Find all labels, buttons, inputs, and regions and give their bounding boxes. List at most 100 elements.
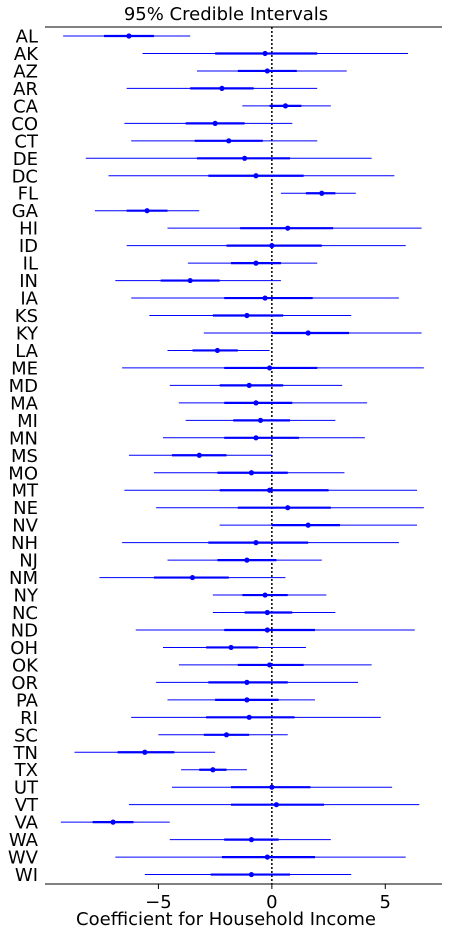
y-tick-label: ND: [11, 620, 38, 641]
median-point: [246, 714, 252, 720]
y-tick-label: IL: [23, 254, 38, 275]
median-point: [266, 487, 273, 493]
median-point: [248, 871, 255, 878]
x-tick-label: −5: [145, 892, 172, 913]
median-point: [305, 330, 311, 336]
y-tick-label: KY: [16, 323, 39, 344]
y-tick-label: MA: [10, 393, 39, 414]
y-tick-label: AL: [16, 27, 38, 48]
median-point: [273, 802, 279, 808]
median-point: [210, 767, 216, 773]
median-point: [269, 243, 275, 249]
median-point: [262, 50, 268, 57]
median-point: [253, 540, 259, 546]
median-point: [253, 173, 259, 179]
median-point: [319, 190, 325, 196]
median-point: [285, 505, 291, 511]
median-point: [219, 85, 225, 92]
y-tick-label: AK: [14, 44, 39, 65]
y-tick-label: PA: [16, 690, 39, 711]
y-tick-label: NH: [11, 533, 38, 554]
y-tick-label: OR: [11, 673, 38, 694]
y-tick-label: NE: [13, 498, 38, 519]
median-point: [266, 365, 273, 371]
median-point: [264, 627, 270, 633]
y-tick-label: VT: [15, 795, 39, 816]
median-point: [264, 68, 270, 74]
median-point: [244, 557, 250, 563]
median-point: [266, 662, 273, 668]
median-point: [257, 417, 264, 423]
median-point: [248, 470, 255, 476]
y-tick-label: SC: [14, 725, 38, 746]
y-tick-label: CT: [14, 131, 39, 152]
y-tick-label: MI: [17, 411, 38, 432]
median-point: [244, 697, 250, 703]
y-tick-label: ID: [19, 236, 38, 257]
y-tick-label: ME: [11, 358, 38, 379]
median-point: [244, 679, 250, 685]
median-point: [242, 155, 248, 161]
y-tick-label: MN: [9, 428, 38, 449]
y-tick-label: NY: [14, 586, 39, 607]
median-point: [262, 592, 268, 598]
x-tick-label: 0: [266, 892, 277, 913]
median-point: [196, 452, 202, 458]
median-point: [228, 644, 234, 651]
y-tick-label: NC: [12, 603, 38, 624]
median-point: [223, 732, 230, 738]
median-point: [244, 312, 250, 319]
y-tick-label: AZ: [13, 61, 38, 82]
median-point: [248, 837, 255, 843]
y-tick-label: VA: [15, 813, 39, 834]
y-tick-label: NJ: [19, 551, 38, 572]
median-point: [246, 382, 252, 388]
median-point: [264, 854, 270, 860]
y-tick-label: OK: [12, 655, 39, 676]
y-tick-label: MS: [11, 446, 38, 467]
y-tick-label: CO: [11, 114, 38, 135]
median-point: [142, 749, 148, 755]
y-tick-label: DC: [12, 166, 38, 187]
y-tick-label: IN: [19, 271, 38, 292]
median-point: [253, 260, 259, 266]
y-tick-label: RI: [20, 708, 38, 729]
median-point: [253, 435, 259, 441]
y-tick-label: WV: [8, 848, 39, 869]
median-point: [253, 400, 259, 406]
x-axis-label: Coefficient for Household Income: [76, 909, 376, 930]
median-point: [212, 120, 218, 126]
chart-title: 95% Credible Intervals: [123, 4, 329, 25]
y-tick-label: OH: [10, 638, 38, 659]
y-tick-label: LA: [15, 341, 38, 362]
median-point: [214, 347, 221, 354]
y-tick-label: TN: [13, 743, 38, 764]
y-tick-label: DE: [13, 149, 38, 170]
median-point: [305, 522, 311, 528]
median-point: [285, 225, 291, 231]
y-tick-label: MD: [9, 376, 38, 397]
y-tick-label: FL: [18, 184, 38, 205]
median-point: [187, 277, 193, 284]
median-point: [226, 138, 232, 144]
y-tick-label: GA: [12, 201, 39, 222]
median-point: [282, 103, 289, 109]
y-tick-label: TX: [14, 760, 38, 781]
median-point: [262, 295, 268, 301]
y-tick-label: NM: [9, 568, 38, 589]
y-tick-label: MT: [11, 481, 39, 502]
median-point: [126, 33, 132, 39]
y-tick-label: UT: [14, 778, 39, 799]
median-point: [144, 208, 150, 214]
y-tick-label: HI: [19, 219, 38, 240]
median-point: [269, 784, 275, 790]
y-tick-label: WA: [9, 830, 39, 851]
x-tick-label: 5: [380, 892, 391, 913]
median-point: [110, 819, 116, 825]
y-tick-label: WI: [15, 865, 38, 886]
median-point: [264, 609, 270, 616]
y-tick-label: IA: [20, 289, 38, 310]
y-tick-label: KS: [15, 306, 38, 327]
median-point: [189, 574, 196, 581]
